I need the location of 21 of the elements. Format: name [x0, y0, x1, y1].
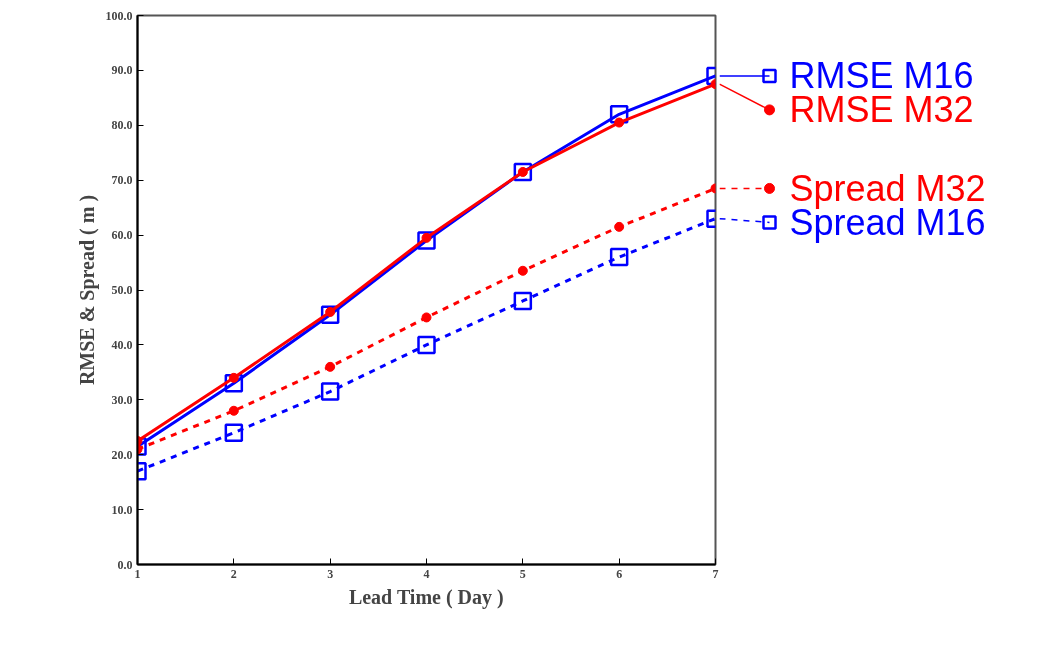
x-tick-label: 2 [230, 566, 237, 581]
y-tick-label: 70.0 [111, 173, 133, 188]
x-axis-title: Lead Time ( Day ) [348, 585, 504, 609]
y-tick-label: 10.0 [111, 502, 133, 517]
y-tick-label: 40.0 [111, 337, 133, 352]
x-tick-label: 1 [134, 566, 141, 581]
y-tick-label: 80.0 [111, 118, 133, 133]
y-axis-title: RMSE & Spread ( m ) [75, 194, 99, 386]
y-tick-label: 100.0 [105, 8, 133, 23]
y-tick-label: 90.0 [111, 63, 133, 78]
y-tick-label: 50.0 [111, 283, 133, 297]
x-tick-label: 4 [423, 566, 430, 581]
y-tick-label: 60.0 [111, 228, 133, 243]
y-tick-label: 0.0 [117, 557, 133, 572]
x-tick-label: 5 [519, 566, 526, 581]
legend-label: Spread M32 [789, 167, 986, 209]
x-tick-label: 7 [712, 566, 719, 581]
y-tick-label: 20.0 [111, 447, 133, 462]
y-tick-label: 30.0 [111, 392, 133, 407]
x-tick-label: 3 [327, 566, 334, 581]
x-tick-label: 6 [616, 566, 623, 581]
